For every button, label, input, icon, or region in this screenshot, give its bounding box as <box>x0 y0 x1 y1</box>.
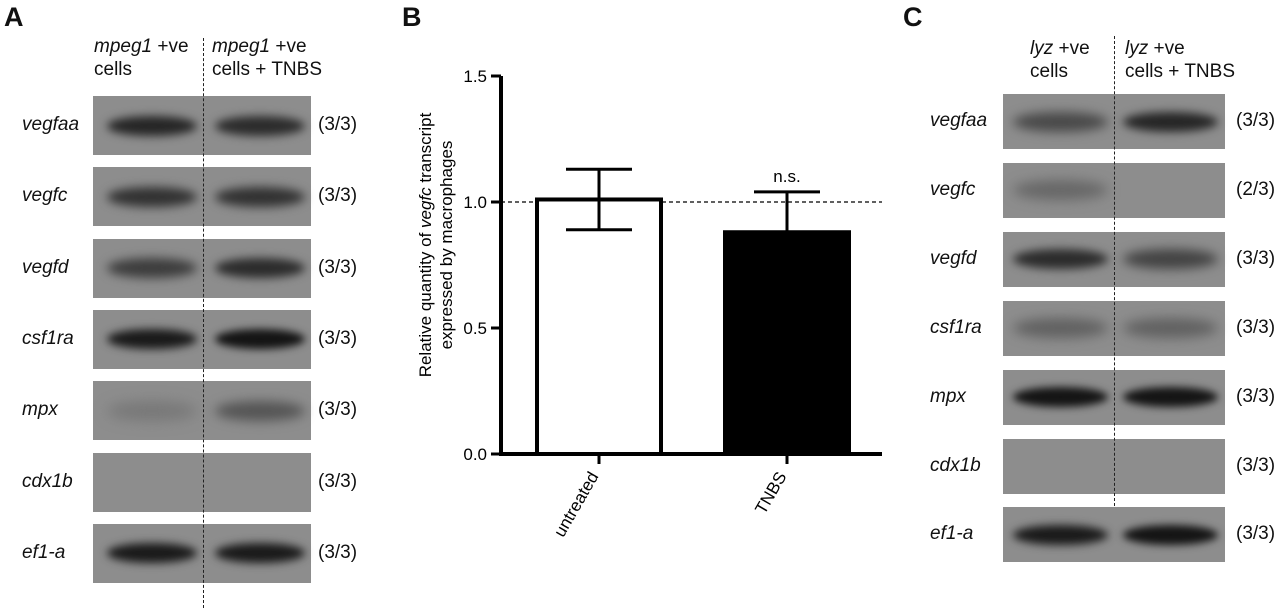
right-lane-band <box>1123 524 1218 545</box>
cell-marker-suffix: +ve <box>152 36 189 57</box>
gel-lane-image <box>93 452 311 512</box>
gel-lane-image <box>93 238 311 298</box>
panel-c-col1-header: lyz +ve cells <box>1030 37 1090 83</box>
gene-name: vegfaa <box>22 114 80 135</box>
detection-count: (3/3) <box>1236 316 1276 338</box>
left-lane-band <box>107 543 197 564</box>
gene-name: csf1ra <box>22 327 74 349</box>
right-lane-band <box>1123 318 1218 339</box>
right-lane-band <box>215 258 305 279</box>
left-lane-band <box>1013 111 1108 132</box>
panel-c-divider <box>1114 36 1115 506</box>
gene-name: ef1-a <box>22 541 66 563</box>
right-lane-band <box>1123 249 1218 270</box>
detection-count: (3/3) <box>1236 523 1276 545</box>
detection-count: (3/3) <box>318 327 358 349</box>
detection-count: (3/3) <box>1236 247 1276 269</box>
gene-name: cdx1b <box>22 470 73 492</box>
gene-name: cdx1b <box>930 454 981 476</box>
cell-marker-suffix: +ve <box>1148 38 1185 59</box>
gene-name: csf1ra <box>930 316 982 338</box>
significance-annotation: n.s. <box>773 167 800 186</box>
right-lane-band <box>215 400 305 421</box>
left-lane-band <box>1013 524 1108 545</box>
left-lane-band <box>107 400 197 421</box>
gel-lane-image <box>93 167 311 227</box>
gel-lane-image <box>93 381 311 441</box>
detection-count: (3/3) <box>318 399 358 421</box>
condition-label: cells <box>1030 61 1069 82</box>
y-axis-title-line2: expressed by macrophages <box>437 141 456 350</box>
y-tick-label: 1.0 <box>463 193 487 212</box>
panel-c-col2-header: lyz +ve cells + TNBS <box>1125 37 1235 83</box>
panel-b-label: B <box>402 2 422 32</box>
x-tick-label: untreated <box>550 469 602 541</box>
detection-count: (3/3) <box>318 470 358 492</box>
gene-name: mpx <box>930 385 966 407</box>
left-lane-band <box>1013 318 1108 339</box>
gel-lane-image <box>93 309 311 369</box>
panel-a-col2-header: mpeg1 +ve cells + TNBS <box>212 35 322 81</box>
gel-lane-image <box>93 523 311 583</box>
left-lane-band <box>107 329 197 350</box>
right-lane-band <box>215 115 305 136</box>
gel-lane-image <box>1003 507 1225 563</box>
right-lane-band <box>1123 111 1218 132</box>
right-lane-band <box>215 329 305 350</box>
y-tick-label: 0.5 <box>463 319 487 338</box>
gene-name: vegfc <box>930 178 976 200</box>
panel-a-col1-header: mpeg1 +ve cells <box>94 35 189 81</box>
cell-marker-name: lyz <box>1030 38 1054 59</box>
panel-c-label: C <box>903 2 923 32</box>
cell-marker-name: mpeg1 <box>94 36 153 57</box>
right-lane-band <box>215 543 305 564</box>
detection-count: (2/3) <box>1236 178 1276 200</box>
detection-count: (3/3) <box>318 541 358 563</box>
left-lane-band <box>1013 249 1108 270</box>
x-tick-label: TNBS <box>751 469 790 518</box>
y-tick-label: 0.0 <box>463 445 487 464</box>
detection-count: (3/3) <box>318 185 358 207</box>
condition-label: cells + TNBS <box>1125 61 1235 82</box>
condition-label: cells + TNBS <box>212 59 322 80</box>
panel-a-label: A <box>4 2 24 32</box>
left-lane-band <box>107 258 197 279</box>
left-lane-band <box>107 186 197 207</box>
right-lane-band <box>1123 387 1218 408</box>
right-lane-band <box>215 186 305 207</box>
detection-count: (3/3) <box>318 256 358 278</box>
y-axis-title-gene: vegfc <box>416 187 435 228</box>
cell-marker-suffix: +ve <box>1053 38 1090 59</box>
left-lane-band <box>1013 387 1108 408</box>
y-axis-title: Relative quantity of vegfc transcript <box>416 112 435 377</box>
bar-tnbs <box>723 230 851 456</box>
gene-name: vegfc <box>22 185 68 207</box>
gene-name: vegfd <box>930 247 977 269</box>
panel-b-bar-chart: 0.0 0.5 1.0 1.5 untreated TNBS n.s. Relative qu… <box>416 67 882 541</box>
left-lane-band <box>107 115 197 136</box>
detection-count: (3/3) <box>1236 385 1276 407</box>
condition-label: cells <box>94 59 133 80</box>
panel-a-divider <box>203 38 204 608</box>
gene-name: vegfd <box>22 256 69 278</box>
cell-marker-name: mpeg1 <box>212 36 271 57</box>
detection-count: (3/3) <box>1236 110 1276 131</box>
gene-name: ef1-a <box>930 523 974 545</box>
y-axis-title-part1: Relative quantity of <box>416 228 435 377</box>
gene-name: vegfaa <box>930 110 988 131</box>
y-tick-label: 1.5 <box>463 67 487 86</box>
cell-marker-name: lyz <box>1125 38 1149 59</box>
y-axis-title-part2: transcript <box>416 112 435 187</box>
gene-name: mpx <box>22 399 58 421</box>
detection-count: (3/3) <box>318 114 358 135</box>
left-lane-band <box>1013 180 1108 201</box>
cell-marker-suffix: +ve <box>270 36 307 57</box>
bar-untreated <box>535 197 663 456</box>
detection-count: (3/3) <box>1236 454 1276 476</box>
gel-lane-image <box>93 96 311 155</box>
